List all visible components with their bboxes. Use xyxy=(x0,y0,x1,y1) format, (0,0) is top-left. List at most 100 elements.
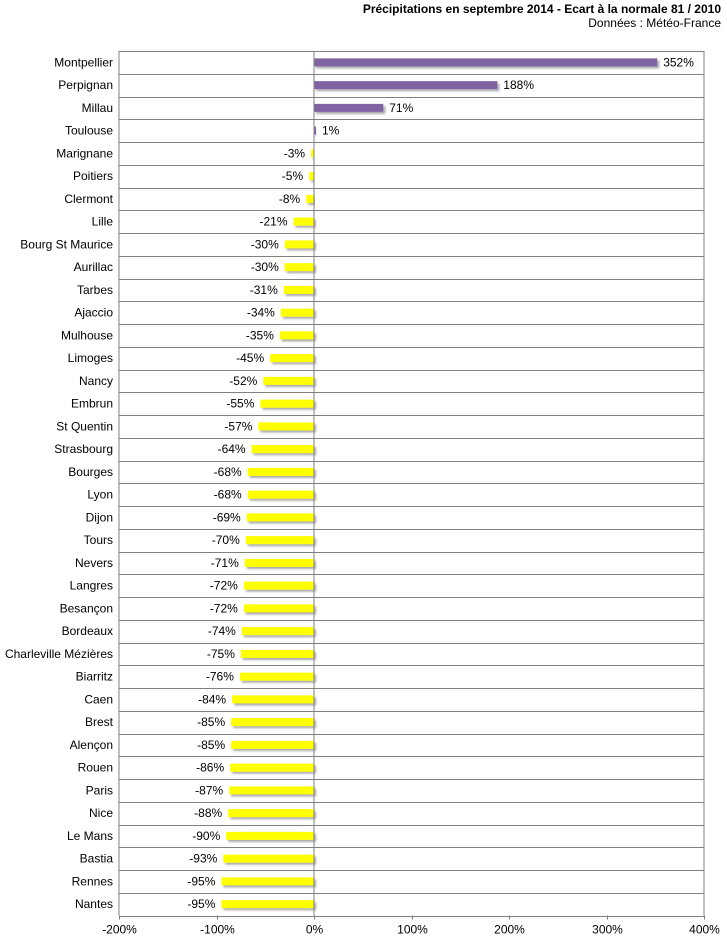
category-label: Charleville Mézières xyxy=(5,647,113,661)
value-label: -95% xyxy=(187,874,215,888)
bars xyxy=(221,58,658,909)
category-label: Bastia xyxy=(80,852,114,866)
bar xyxy=(247,490,314,499)
data-labels: 352% 188% 71% 1% -3% -5% -8% -21% -30% -30% -31% -3… xyxy=(187,55,694,911)
bar xyxy=(246,513,314,522)
value-label: -69% xyxy=(213,510,241,524)
category-label: Brest xyxy=(85,715,114,729)
value-label: -34% xyxy=(247,306,275,320)
category-label: Strasbourg xyxy=(54,442,113,456)
category-label: Caen xyxy=(84,692,113,706)
value-label: -88% xyxy=(194,806,222,820)
value-label: -30% xyxy=(251,260,279,274)
bar xyxy=(239,672,314,681)
value-label: -90% xyxy=(192,829,220,843)
value-label: -64% xyxy=(218,442,246,456)
bar xyxy=(241,627,314,636)
value-label: -57% xyxy=(224,419,252,433)
category-label: Dijon xyxy=(86,510,113,524)
category-label: St Quentin xyxy=(56,419,113,433)
category-label: Nantes xyxy=(75,897,113,911)
x-tick-label: 0% xyxy=(306,923,324,937)
value-label: -45% xyxy=(236,351,264,365)
bar xyxy=(280,308,314,317)
bar xyxy=(247,467,314,476)
x-tick-label: -100% xyxy=(200,923,235,937)
x-tick-label: 200% xyxy=(494,923,525,937)
category-label: Bourges xyxy=(68,465,113,479)
bar xyxy=(260,399,314,408)
value-label: -72% xyxy=(210,601,238,615)
value-label: -70% xyxy=(212,533,240,547)
bar xyxy=(228,809,314,818)
bar xyxy=(314,81,498,90)
category-label: Aurillac xyxy=(74,260,113,274)
bar xyxy=(240,649,314,658)
value-label: -85% xyxy=(197,738,225,752)
bar xyxy=(223,854,314,863)
category-label: Besançon xyxy=(60,601,113,615)
value-label: -5% xyxy=(282,169,304,183)
category-label: Nancy xyxy=(79,374,113,388)
value-label: -21% xyxy=(260,215,288,229)
value-label: -3% xyxy=(284,146,306,160)
category-label: Alençon xyxy=(70,738,113,752)
category-label: Tarbes xyxy=(77,283,113,297)
bar xyxy=(229,786,314,795)
bar xyxy=(314,126,316,135)
value-label: -75% xyxy=(207,647,235,661)
x-axis: -200% -100% 0% 100% 200% 300% 400% xyxy=(102,51,720,937)
category-label: Limoges xyxy=(68,351,113,365)
category-label: Ajaccio xyxy=(74,306,113,320)
bar xyxy=(231,740,314,749)
category-label: Nice xyxy=(89,806,113,820)
chart-subtitle: Données : Météo-France xyxy=(588,16,721,30)
category-label: Toulouse xyxy=(65,124,113,138)
bar xyxy=(251,445,314,454)
category-label: Nevers xyxy=(75,556,113,570)
bar xyxy=(230,763,314,772)
category-label: Perpignan xyxy=(58,78,113,92)
x-tick-label: 300% xyxy=(592,923,623,937)
value-label: -68% xyxy=(214,488,242,502)
category-label: Poitiers xyxy=(73,169,113,183)
value-label: -74% xyxy=(208,624,236,638)
bar xyxy=(309,172,314,181)
bar xyxy=(258,422,314,431)
category-label: Marignane xyxy=(56,146,113,160)
category-label: Lille xyxy=(92,215,114,229)
bar xyxy=(244,558,314,567)
category-label: Mulhouse xyxy=(61,328,113,342)
value-label: -76% xyxy=(206,670,234,684)
category-label: Bourg St Maurice xyxy=(20,237,113,251)
bar xyxy=(284,263,314,272)
value-label: -55% xyxy=(226,397,254,411)
value-label: 71% xyxy=(389,101,413,115)
category-label: Langres xyxy=(70,579,113,593)
bar xyxy=(293,217,314,226)
value-label: -31% xyxy=(250,283,278,297)
bar xyxy=(263,376,314,385)
value-label: -35% xyxy=(246,328,274,342)
x-tick-label: -200% xyxy=(102,923,137,937)
value-label: -86% xyxy=(196,761,224,775)
x-tick-label: 400% xyxy=(689,923,720,937)
bar xyxy=(284,240,314,249)
bar xyxy=(221,877,314,886)
value-label: -71% xyxy=(211,556,239,570)
value-label: -84% xyxy=(198,692,226,706)
value-label: -85% xyxy=(197,715,225,729)
category-label: Biarritz xyxy=(76,670,113,684)
x-tick-label: 100% xyxy=(397,923,428,937)
value-label: -30% xyxy=(251,237,279,251)
bar xyxy=(283,285,314,294)
bar xyxy=(314,103,384,112)
category-label: Paris xyxy=(86,783,113,797)
bar xyxy=(221,900,314,909)
category-label: Millau xyxy=(82,101,113,115)
category-label: Embrun xyxy=(71,397,113,411)
category-label: Bordeaux xyxy=(62,624,113,638)
bar xyxy=(306,194,314,203)
value-label: -87% xyxy=(195,783,223,797)
